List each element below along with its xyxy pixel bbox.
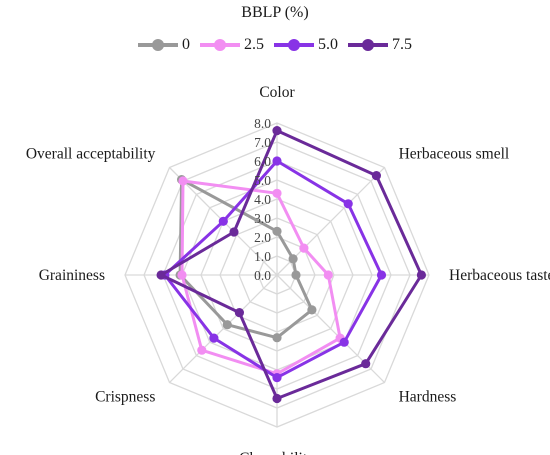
series-1-point-2 <box>323 270 333 280</box>
legend-swatch-dot <box>152 39 164 51</box>
series-2-point-3 <box>339 337 349 347</box>
grid-spoke <box>169 274 278 383</box>
legend-label: 7.5 <box>392 36 412 53</box>
tick-label: 5.0 <box>254 173 271 188</box>
series-1-point-1 <box>299 243 309 253</box>
axis-label: Herbaceous taste <box>449 267 550 284</box>
series-2-point-2 <box>376 270 387 280</box>
legend-swatch-dot <box>362 39 374 51</box>
tick-label: 3.0 <box>254 211 271 226</box>
series-0-point-4 <box>272 333 282 343</box>
legend-title: BBLP (%) <box>241 4 309 21</box>
series-0-point-0 <box>272 226 282 236</box>
legend-swatch <box>138 38 178 52</box>
legend-swatch-dot <box>214 39 226 51</box>
axis-label: Crispness <box>95 389 155 406</box>
axis-label: Hardness <box>399 389 457 406</box>
series-1-point-5 <box>197 345 207 355</box>
legend-label: 2.5 <box>244 36 264 53</box>
legend-item: 7.5 <box>348 36 412 54</box>
series-2-point-1 <box>343 199 353 209</box>
tick-label: 4.0 <box>254 192 271 207</box>
legend-swatch <box>348 38 388 52</box>
series-0-point-2 <box>291 270 301 280</box>
series-3-point-4 <box>272 393 282 404</box>
series-3-point-5 <box>234 308 244 318</box>
series-0-point-1 <box>288 254 298 264</box>
legend-label: 0 <box>182 36 190 53</box>
legend-item: 2.5 <box>200 36 264 54</box>
series-3-point-6 <box>156 270 166 280</box>
legend-swatch <box>200 38 240 52</box>
series-1-point-0 <box>272 188 282 198</box>
series-2-point-4 <box>272 373 282 383</box>
series-2-point-7 <box>218 216 228 226</box>
legend-item: 0 <box>138 36 190 54</box>
series-0-point-5 <box>222 320 232 330</box>
tick-label: 0.0 <box>254 268 271 283</box>
tick-label: 7.0 <box>254 135 271 150</box>
series-1-point-7 <box>178 176 188 186</box>
series-2-point-0 <box>272 156 282 166</box>
series-3-point-2 <box>416 270 426 280</box>
series-3-point-7 <box>229 227 239 237</box>
series-3-point-0 <box>272 126 282 136</box>
tick-label: 2.0 <box>254 230 271 245</box>
axis-label: Chewability <box>239 450 315 455</box>
series-1-point-6 <box>177 270 187 280</box>
tick-label: 1.0 <box>254 249 271 264</box>
axis-label: Overall acceptability <box>26 145 156 162</box>
legend-label: 5.0 <box>318 36 338 53</box>
series-3-point-3 <box>361 359 371 369</box>
legend: 0 2.5 5.0 7.5 <box>0 36 550 57</box>
legend-swatch <box>274 38 314 52</box>
series-3-point-1 <box>371 171 381 181</box>
tick-label: 8.0 <box>254 116 271 131</box>
axis-label: Graininess <box>39 267 105 284</box>
axis-label: Color <box>259 84 295 101</box>
legend-swatch-dot <box>288 39 300 51</box>
legend-item: 5.0 <box>274 36 338 54</box>
axis-label: Herbaceous smell <box>399 145 510 162</box>
series-0-point-3 <box>307 305 317 315</box>
tick-label: 6.0 <box>254 154 271 169</box>
series-2-point-5 <box>209 333 219 343</box>
